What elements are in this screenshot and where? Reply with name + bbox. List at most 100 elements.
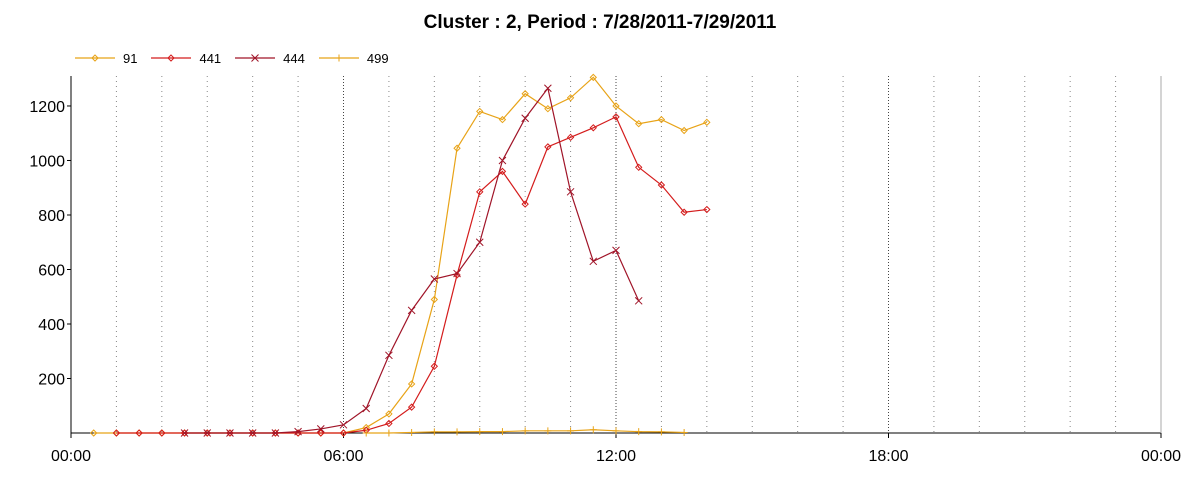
data-point-441 [112, 429, 121, 437]
data-point-444 [544, 84, 552, 93]
y-tick-label: 800 [38, 208, 65, 225]
data-point-441 [158, 429, 166, 437]
data-point-499 [680, 428, 688, 436]
data-point-91 [498, 115, 507, 124]
data-point-499 [498, 428, 506, 436]
data-point-91 [589, 73, 597, 82]
data-point-91 [612, 102, 620, 110]
x-tick-label: 00:00 [51, 448, 91, 465]
data-point-499 [612, 427, 620, 435]
legend-symbol [151, 54, 192, 62]
data-point-499 [362, 429, 370, 437]
data-point-91 [680, 126, 688, 135]
y-tick-label: 1200 [29, 99, 65, 116]
data-point-499 [544, 427, 552, 435]
data-point-91 [657, 115, 666, 124]
data-point-441 [635, 163, 643, 172]
data-point-441 [544, 143, 552, 151]
data-point-444 [475, 238, 484, 247]
data-point-499 [430, 428, 438, 436]
data-point-444 [589, 257, 598, 266]
data-point-444 [180, 429, 189, 437]
data-point-499 [385, 429, 393, 437]
legend-symbol [75, 54, 115, 62]
x-tick-label: 12:00 [596, 448, 636, 465]
data-point-499 [635, 428, 643, 436]
legend: 91 441 444 499 [75, 48, 403, 68]
data-point-444 [339, 420, 348, 429]
data-point-441 [680, 208, 688, 216]
data-point-91 [453, 144, 461, 152]
data-point-441 [612, 113, 620, 121]
data-point-444 [203, 429, 212, 437]
data-point-441 [476, 188, 484, 196]
data-point-444 [634, 296, 643, 305]
data-point-91 [90, 429, 98, 437]
legend-symbol [318, 54, 359, 62]
data-point-91 [544, 104, 552, 113]
data-point-441 [339, 429, 348, 437]
legend-label: 499 [366, 50, 389, 66]
data-point-91 [476, 107, 484, 116]
data-point-91 [407, 380, 416, 388]
data-point-441 [248, 429, 257, 437]
data-point-444 [498, 156, 507, 165]
legend-label: 91 [123, 50, 138, 66]
data-point-444 [271, 429, 280, 437]
data-point-499 [476, 428, 484, 436]
data-point-441 [498, 167, 507, 176]
data-point-444 [362, 404, 371, 413]
data-point-499 [521, 427, 529, 435]
y-tick-label: 600 [38, 262, 65, 279]
data-point-441 [317, 429, 325, 437]
data-point-444 [521, 114, 530, 123]
legend-item-444: 444 [235, 51, 305, 66]
legend-item-441: 441 [151, 51, 221, 66]
data-point-441 [271, 429, 280, 437]
series-line-441 [116, 116, 707, 434]
data-point-91 [566, 94, 575, 102]
data-point-499 [453, 428, 461, 436]
legend-symbol [235, 54, 276, 62]
x-tick-label: 18:00 [868, 448, 908, 465]
x-tick-label: 00:00 [1141, 448, 1181, 465]
data-point-91 [703, 118, 711, 127]
chart-title: Cluster : 2, Period : 7/28/2011-7/29/201… [423, 12, 777, 33]
data-point-91 [521, 90, 529, 98]
data-point-441 [226, 429, 234, 437]
legend-label: 441 [199, 50, 222, 66]
data-point-444 [566, 187, 575, 196]
data-point-441 [566, 133, 575, 142]
data-point-441 [589, 124, 597, 132]
y-tick-label: 200 [38, 371, 65, 388]
data-point-441 [407, 403, 416, 411]
legend-item-499: 499 [318, 50, 389, 66]
data-point-441 [203, 429, 211, 437]
data-point-91 [430, 295, 439, 304]
series-line-91 [93, 76, 708, 434]
data-point-91 [385, 410, 393, 418]
data-point-444 [316, 425, 325, 433]
y-tick-label: 400 [38, 317, 65, 334]
data-point-444 [248, 429, 257, 437]
legend-label: 444 [283, 50, 305, 66]
data-point-91 [635, 119, 643, 128]
legend-item-91: 91 [75, 51, 137, 66]
x-tick-label: 06:00 [323, 448, 363, 465]
data-point-441 [180, 429, 189, 437]
data-point-441 [430, 362, 439, 370]
data-point-441 [135, 429, 143, 437]
data-point-441 [703, 205, 711, 214]
data-point-444 [294, 427, 302, 436]
data-point-444 [430, 275, 439, 283]
data-point-499 [657, 428, 665, 436]
data-point-499 [408, 428, 416, 436]
data-point-444 [385, 351, 393, 360]
data-point-441 [657, 181, 666, 189]
data-point-499 [589, 426, 597, 434]
y-tick-label: 1000 [29, 153, 65, 170]
data-point-444 [226, 429, 234, 437]
data-point-444 [612, 246, 620, 255]
data-point-444 [453, 269, 461, 278]
